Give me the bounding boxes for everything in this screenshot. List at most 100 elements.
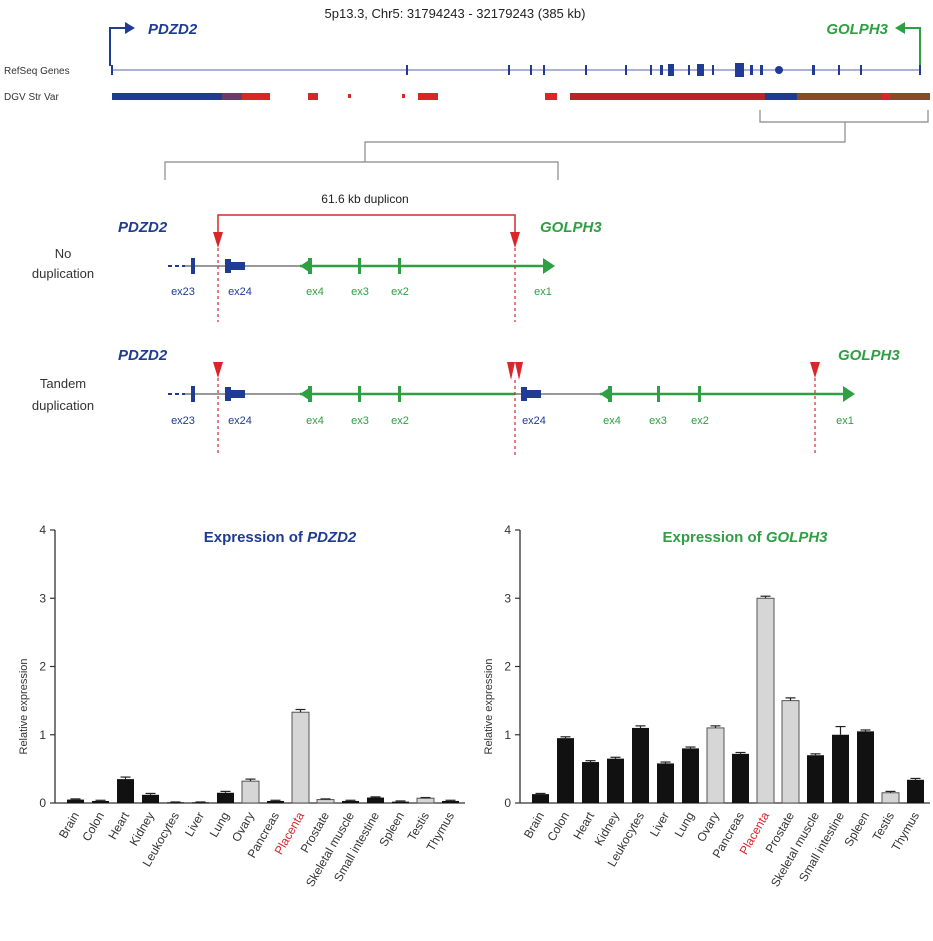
no-dup-label-1: No [55,246,72,261]
chart-golph3-expression: Expression of GOLPH3 0 1 2 3 4 Relative expres… [483,523,930,889]
x-tick-label: Brain [56,810,82,841]
no-dup-gene-model [168,232,555,322]
x-tick-label: Spleen [841,810,872,849]
locus-title: 5p13.3, Chr5: 31794243 - 32179243 (385 k… [325,6,586,21]
no-dup-gene-right: GOLPH3 [540,219,602,236]
bar [832,734,849,803]
zoom-bracket [164,110,929,180]
top-gene-left: PDZD2 [148,21,198,38]
y-tick-label: 3 [504,591,511,605]
bar [756,597,775,804]
bar [241,780,260,804]
refseq-gene-track [111,63,921,77]
y-tick-label: 1 [39,728,46,742]
bar [582,762,599,803]
bar [217,792,234,803]
bar [192,802,209,804]
exon-label: ex24 [522,415,546,427]
bar [881,792,900,804]
bar [907,779,924,803]
y-tick-label: 2 [504,660,511,674]
tandem-gene-model [168,362,855,455]
tandem-label-2: duplication [32,398,94,413]
bar [706,727,725,804]
dgv-track [112,93,930,100]
exon-label: ex2 [391,415,409,427]
chart-title-gene: GOLPH3 [766,529,828,546]
tandem-exon-labels: ex23 ex24 ex4 ex3 ex2 ex24 ex4 ex3 ex2 e… [171,415,854,427]
exon-label: ex24 [228,415,252,427]
duplicon-bracket [217,214,516,232]
track-label-refseq: RefSeq Genes [4,66,70,77]
chart-title-prefix: Expression of [662,529,765,546]
bar [532,794,549,803]
x-tick-label: Liver [647,810,672,840]
bar [267,800,284,803]
chart-title: Expression of PDZD2 [204,529,357,546]
chart-pdzd2-expression: Expression of PDZD2 0 1 2 3 4 Relative express… [18,523,465,889]
no-dup-exon-labels: ex23 ex24 ex4 ex3 ex2 ex1 [171,286,552,298]
bar [316,799,335,804]
chart-title-gene: PDZD2 [307,529,357,546]
bar [416,797,435,804]
x-tick-label: Spleen [376,810,407,849]
bar [291,711,310,804]
bar [682,748,699,803]
bar [342,800,359,803]
x-tick-label: Lung [672,810,697,840]
tandem-label-1: Tandem [40,376,86,391]
x-tick-label: Colon [79,810,107,844]
exon-label: ex24 [228,286,252,298]
bar [781,700,800,804]
bar [67,799,84,803]
exon-label: ex23 [171,286,195,298]
bar [117,779,134,803]
no-dup-gene-left: PDZD2 [118,219,168,236]
tandem-gene-right: GOLPH3 [838,347,900,364]
bar [367,797,384,803]
bar [142,794,159,803]
bar [732,753,749,803]
x-tick-label: Colon [544,810,572,844]
exon-label: ex4 [306,415,324,427]
bar [632,727,649,803]
top-gene-right: GOLPH3 [826,21,888,38]
bar [557,738,574,803]
bar [392,801,409,803]
exon-label: ex3 [649,415,667,427]
exon-label: ex3 [351,415,369,427]
y-tick-label: 3 [39,591,46,605]
track-label-dgv: DGV Str Var [4,92,59,103]
exon-label: ex4 [306,286,324,298]
exon-label: ex2 [691,415,709,427]
golph3-promoter-arrow-icon [895,22,921,66]
y-tick-label: 4 [504,523,511,537]
y-axis-label: Relative expression [483,659,495,755]
pdzd2-promoter-arrow-icon [109,22,135,66]
y-tick-label: 4 [39,523,46,537]
x-tick-label: Brain [521,810,547,841]
exon-label: ex2 [391,286,409,298]
exon-label: ex1 [534,286,552,298]
exon-label: ex3 [351,286,369,298]
bar [857,731,874,803]
bar [607,758,624,803]
bar [167,802,184,804]
y-tick-label: 0 [39,796,46,810]
chart-title: Expression of GOLPH3 [662,529,828,546]
y-axis-label: Relative expression [18,659,30,755]
bar [807,755,824,803]
no-dup-label-2: duplication [32,266,94,281]
exon-label: ex4 [603,415,621,427]
x-tick-label: Lung [207,810,232,840]
x-tick-label: Liver [182,810,207,840]
bar [92,800,109,803]
y-tick-label: 0 [504,796,511,810]
bar [657,763,674,803]
y-tick-label: 1 [504,728,511,742]
tandem-gene-left: PDZD2 [118,347,168,364]
chart-title-prefix: Expression of [204,529,307,546]
duplicon-label: 61.6 kb duplicon [321,192,408,206]
y-tick-label: 2 [39,660,46,674]
